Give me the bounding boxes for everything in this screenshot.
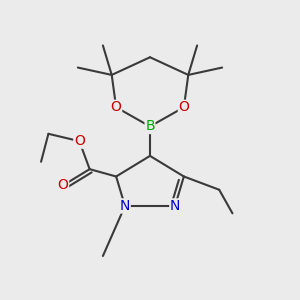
Text: B: B	[145, 119, 155, 134]
Text: O: O	[58, 178, 69, 192]
Text: N: N	[170, 199, 180, 213]
Text: O: O	[178, 100, 189, 114]
Text: O: O	[111, 100, 122, 114]
Text: N: N	[120, 199, 130, 213]
Text: O: O	[74, 134, 85, 148]
